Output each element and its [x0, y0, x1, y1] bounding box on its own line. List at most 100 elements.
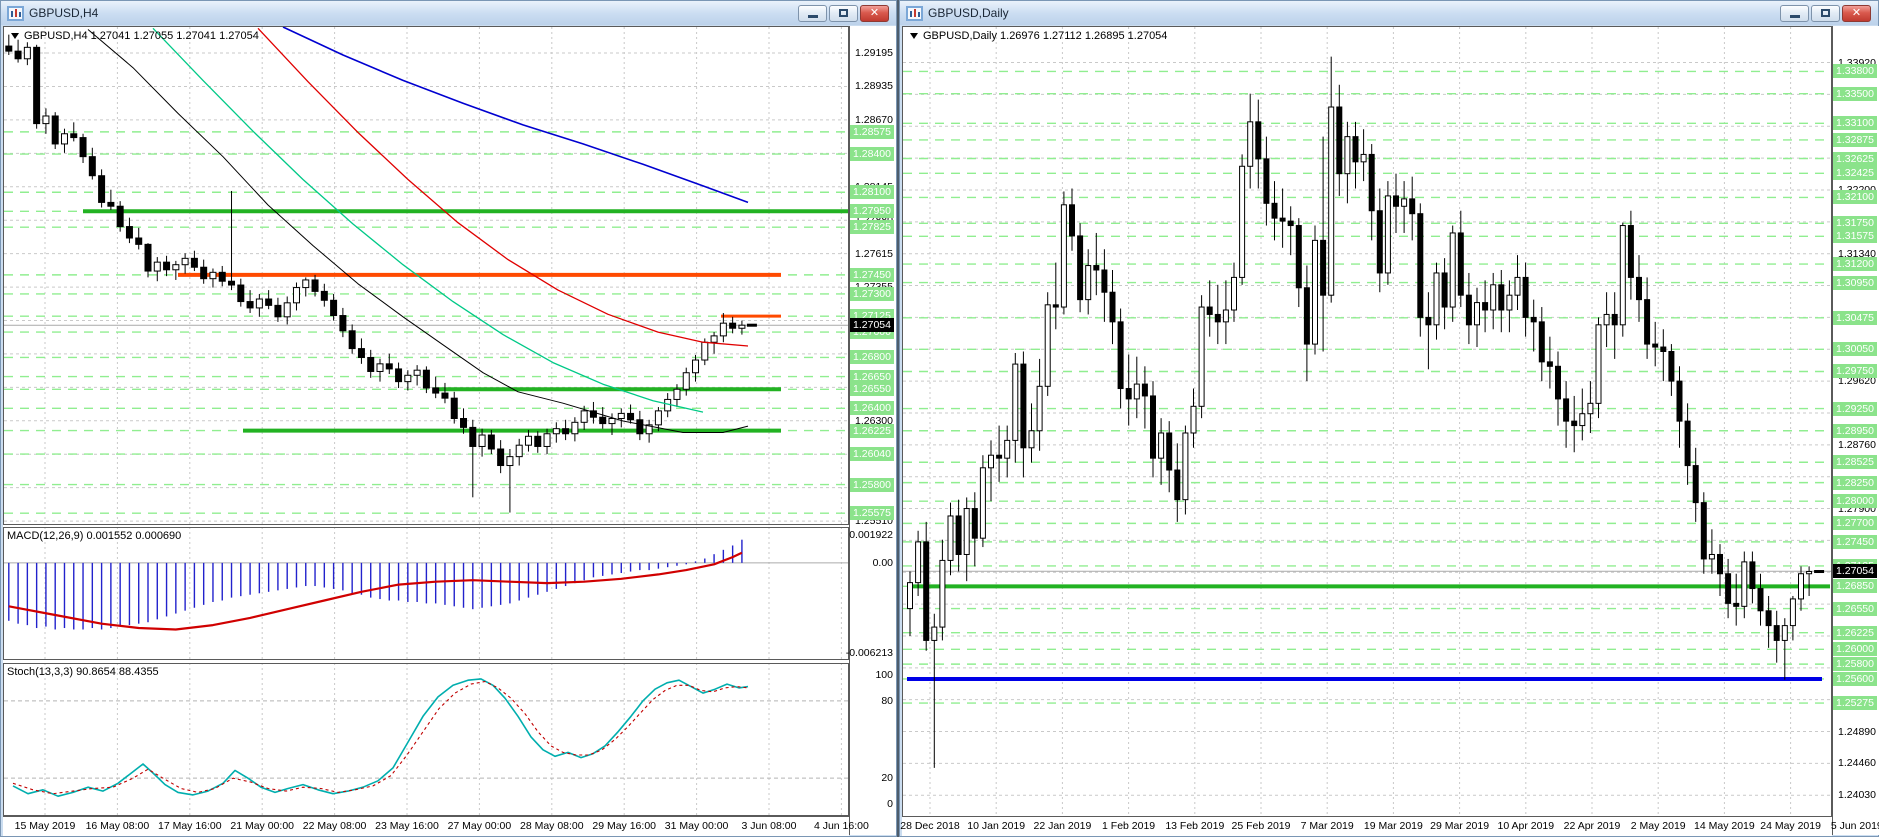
- price-badge: 1.31200: [1833, 257, 1877, 272]
- vertical-gridlines: [44, 27, 842, 816]
- price-badge: 1.26000: [1833, 642, 1877, 657]
- candle-body: [729, 322, 737, 329]
- candle-body: [1417, 213, 1424, 318]
- candle-body: [125, 226, 133, 239]
- candle-body: [1004, 439, 1011, 459]
- candle-body: [1717, 553, 1723, 575]
- candle-body: [1676, 380, 1683, 422]
- candle-body: [274, 304, 282, 318]
- candle-body: [1182, 432, 1189, 501]
- restore-button[interactable]: [829, 4, 858, 22]
- candle-body: [302, 279, 310, 289]
- candle-body: [1627, 225, 1634, 278]
- candle-body: [534, 435, 542, 447]
- price-tick: 1.29195: [855, 47, 893, 60]
- candle-body: [23, 46, 31, 60]
- candle-body: [1279, 217, 1286, 222]
- candle-body: [1060, 204, 1067, 308]
- candle-body: [1263, 158, 1270, 204]
- candle-body: [979, 467, 986, 539]
- daily-time-axis[interactable]: 28 Dec 2018 10 Jan 2019 22 Jan 2019 1 Feb 2…: [900, 816, 1879, 836]
- candle-body: [931, 626, 938, 641]
- price-badge: 1.26400: [850, 401, 894, 416]
- minimize-button[interactable]: [798, 4, 827, 22]
- candle-body: [1660, 346, 1667, 352]
- h4-titlebar[interactable]: GBPUSD,H4 ✕: [1, 1, 896, 25]
- candle-body: [1044, 304, 1051, 387]
- h4-time-axis[interactable]: 15 May 2019 16 May 08:00 17 May 16:00 21 Ma…: [3, 816, 869, 836]
- chevron-down-icon: [11, 33, 19, 39]
- price-badge: 1.29750: [1833, 364, 1877, 379]
- time-label: 7 Mar 2019: [1300, 820, 1354, 832]
- candle-body: [70, 133, 78, 139]
- price-badge: 1.32100: [1833, 190, 1877, 205]
- candle-body: [654, 410, 662, 426]
- h4-price-scale[interactable]: 0.001922 0.00 -0.006213 100 80 20 0 1.29195 1.28…: [846, 26, 896, 835]
- indicator-scale-label: 0.00: [872, 556, 893, 569]
- price-tick: 1.31340: [1838, 247, 1876, 260]
- stoch-main-line: [12, 678, 749, 797]
- candle-body: [608, 417, 616, 425]
- candle-body: [996, 454, 1003, 459]
- window-title: GBPUSD,H4: [29, 6, 99, 20]
- candle-body: [79, 137, 87, 158]
- price-badge: 1.33500: [1833, 86, 1877, 101]
- candle-body: [1012, 363, 1019, 441]
- time-label: 21 May 00:00: [230, 820, 295, 832]
- daily-price-scale[interactable]: 1.339201.322001.313401.296201.287601.279…: [1832, 26, 1879, 835]
- candle-body: [51, 115, 59, 145]
- time-label: 29 Mar 2019: [1430, 820, 1490, 832]
- daily-ohlc-header: GBPUSD,Daily 1.26976 1.27112 1.26895 1.2…: [910, 30, 1167, 42]
- candle-body: [1401, 198, 1408, 207]
- candle-body: [907, 582, 913, 610]
- candle-body: [1806, 571, 1813, 575]
- time-label: 24 May 2019: [1760, 820, 1821, 832]
- candle-body: [487, 434, 495, 450]
- sr-lines[interactable]: [83, 209, 849, 433]
- price-badge: 1.31575: [1833, 229, 1877, 244]
- horizontal-gridlines: [4, 52, 848, 522]
- time-label: 19 Mar 2019: [1363, 820, 1423, 832]
- candle-body: [1725, 573, 1732, 604]
- price-tick: 1.27615: [855, 247, 893, 260]
- candle-body: [311, 279, 319, 292]
- candle-body: [1125, 388, 1132, 400]
- daily-chart-canvas[interactable]: [902, 26, 1832, 817]
- candle-body: [1789, 598, 1796, 627]
- close-button[interactable]: ✕: [860, 4, 889, 22]
- candle-body: [1312, 239, 1318, 345]
- price-badge: 1.33800: [1833, 64, 1877, 79]
- sr-lines[interactable]: [907, 584, 1830, 681]
- daily-chart-client: 1.339201.322001.313401.296201.287601.279…: [900, 26, 1879, 836]
- restore-button[interactable]: [1811, 4, 1840, 22]
- candle-body: [246, 301, 254, 309]
- price-badge: 1.26850: [1833, 579, 1877, 594]
- minimize-icon: [1789, 15, 1800, 18]
- chart-icon: [906, 5, 923, 21]
- price-badge: 1.25275: [1833, 696, 1877, 711]
- candle-body: [1303, 287, 1310, 345]
- candle-body: [673, 388, 681, 400]
- candle-body: [1773, 625, 1780, 641]
- candle-body: [181, 257, 189, 266]
- price-tick: 1.24030: [1838, 789, 1876, 802]
- candle-body: [1141, 383, 1148, 397]
- daily-titlebar[interactable]: GBPUSD,Daily ✕: [900, 1, 1878, 25]
- price-badge: 1.31750: [1833, 216, 1877, 231]
- green-level-lines: [4, 131, 848, 514]
- close-button[interactable]: ✕: [1842, 4, 1871, 22]
- candle-body: [1692, 465, 1699, 504]
- candle-body: [1271, 202, 1278, 219]
- candle-body: [692, 359, 700, 374]
- minimize-button[interactable]: [1780, 4, 1809, 22]
- time-label: 2 May 2019: [1630, 820, 1686, 832]
- candle-body: [1133, 383, 1140, 400]
- candle-body: [348, 330, 356, 350]
- candle-body: [1595, 324, 1602, 404]
- h4-chart-canvas[interactable]: [3, 26, 849, 817]
- price-tick: 1.28935: [855, 80, 893, 93]
- time-label: 15 May 2019: [14, 820, 76, 832]
- candle-body: [1344, 136, 1351, 175]
- candle-body: [923, 541, 930, 641]
- candle-body: [1482, 302, 1489, 311]
